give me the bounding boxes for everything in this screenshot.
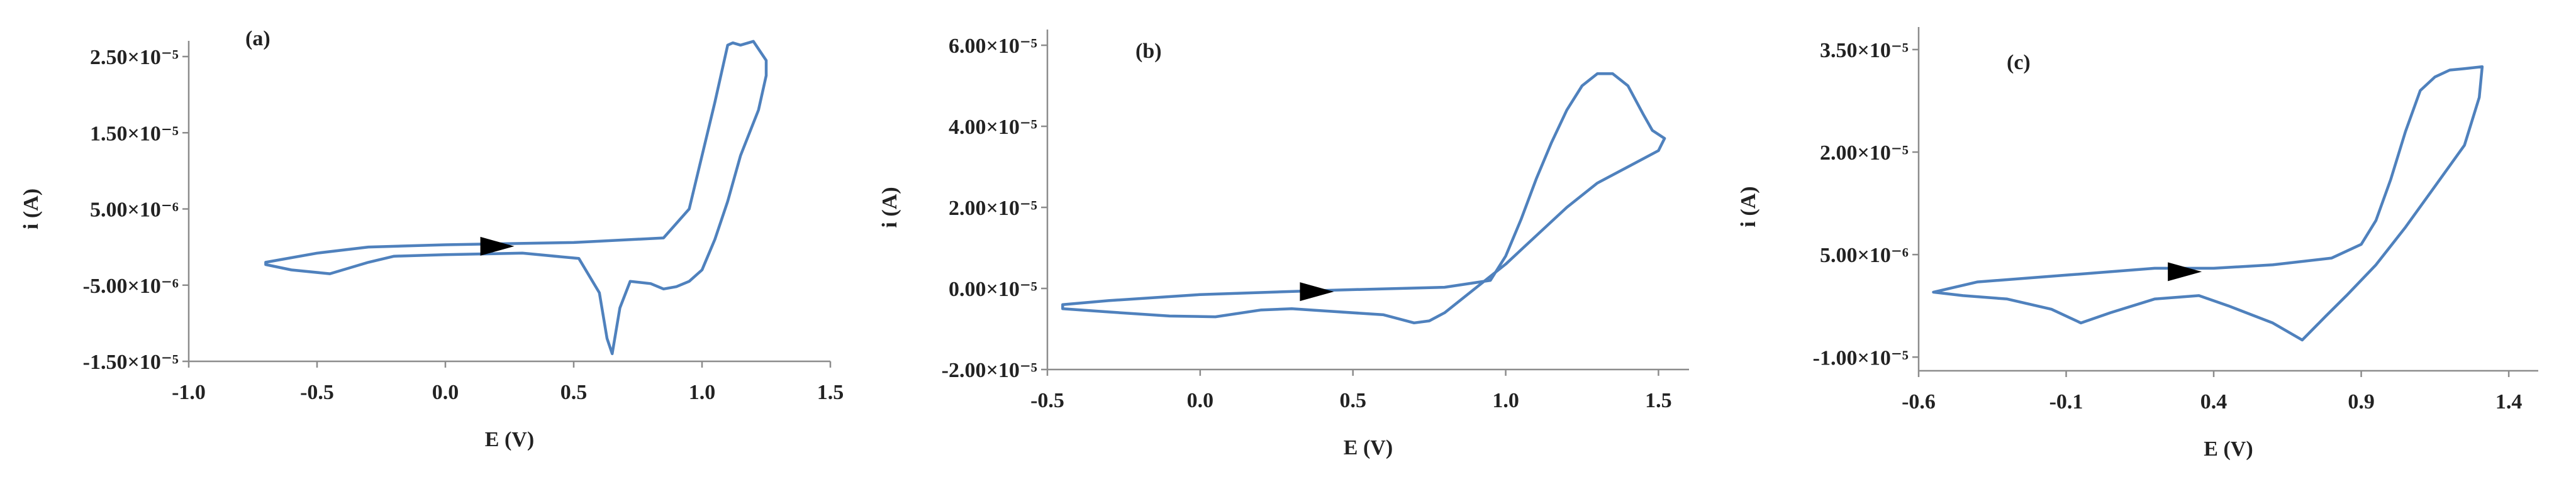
- scan-direction-arrow-icon: [2168, 262, 2202, 282]
- panel-label: (b): [1135, 40, 1162, 63]
- x-tick-label: -0.5: [300, 381, 334, 404]
- x-axis-title: E (V): [485, 428, 534, 451]
- y-tick-label: -1.00×10⁻⁵: [1813, 346, 1909, 370]
- x-tick-label: 0.5: [1339, 389, 1366, 412]
- x-tick-label: 1.5: [817, 381, 844, 404]
- y-tick-label: 6.00×10⁻⁵: [949, 35, 1037, 58]
- y-tick-label: 2.00×10⁻⁵: [949, 197, 1037, 220]
- y-tick-label: 2.50×10⁻⁵: [90, 46, 179, 69]
- x-tick-label: 1.4: [2495, 390, 2523, 414]
- y-tick-label: 2.00×10⁻⁵: [1820, 141, 1909, 165]
- y-axis-title: i (A): [878, 187, 901, 227]
- x-tick-label: -1.0: [172, 381, 206, 404]
- x-tick-label: 0.0: [432, 381, 459, 404]
- y-tick-label: -1.50×10⁻⁵: [83, 351, 179, 374]
- scan-direction-arrow-icon: [1300, 282, 1334, 302]
- y-tick-label: 1.50×10⁻⁵: [90, 122, 179, 145]
- x-tick-label: 1.0: [1492, 389, 1519, 412]
- y-tick-label: 3.50×10⁻⁵: [1820, 39, 1909, 62]
- cv-curve-series-0: [264, 40, 768, 356]
- x-tick-label: 1.5: [1645, 389, 1672, 412]
- x-tick-label: 0.0: [1187, 389, 1214, 412]
- cv-curve-series-0: [1932, 65, 2484, 342]
- y-tick-label: 5.00×10⁻⁶: [90, 199, 179, 222]
- x-tick-label: -0.6: [1902, 390, 1936, 414]
- x-tick-label: 0.4: [2200, 390, 2228, 414]
- y-axis-title: i (A): [20, 189, 43, 229]
- y-tick-label: 0.00×10⁻⁵: [949, 278, 1037, 301]
- y-tick-label: -5.00×10⁻⁶: [83, 275, 179, 298]
- cv-curve-series-0: [1061, 72, 1666, 325]
- x-axis-title: E (V): [1344, 436, 1393, 459]
- chart-panel-a: 2.50×10⁻⁵ 1.50×10⁻⁵ 5.00×10⁻⁶ -5.00×10⁻⁶ -1.…: [20, 27, 844, 451]
- x-tick-label: -0.1: [2049, 390, 2083, 414]
- y-tick-label: 5.00×10⁻⁶: [1820, 244, 1909, 267]
- x-tick-label: -0.5: [1030, 389, 1064, 412]
- panel-label: (a): [245, 27, 270, 50]
- x-tick-label: 0.9: [2348, 390, 2375, 414]
- panel-label: (c): [2007, 51, 2031, 74]
- x-tick-label: 1.0: [689, 381, 716, 404]
- scan-direction-arrow-icon: [480, 236, 515, 256]
- x-tick-label: 0.5: [560, 381, 588, 404]
- x-axis-title: E (V): [2204, 437, 2253, 461]
- chart-panel-b: 6.00×10⁻⁵ 4.00×10⁻⁵ 2.00×10⁻⁵ 0.00×10⁻⁵ -2.0…: [878, 30, 1689, 459]
- chart-panel-c: 3.50×10⁻⁵ 2.00×10⁻⁵ 5.00×10⁻⁶ -1.00×10⁻⁵ -0.…: [1737, 27, 2538, 461]
- y-axis-title: i (A): [1737, 186, 1760, 227]
- y-tick-label: 4.00×10⁻⁵: [949, 116, 1037, 139]
- y-tick-label: -2.00×10⁻⁵: [942, 359, 1037, 382]
